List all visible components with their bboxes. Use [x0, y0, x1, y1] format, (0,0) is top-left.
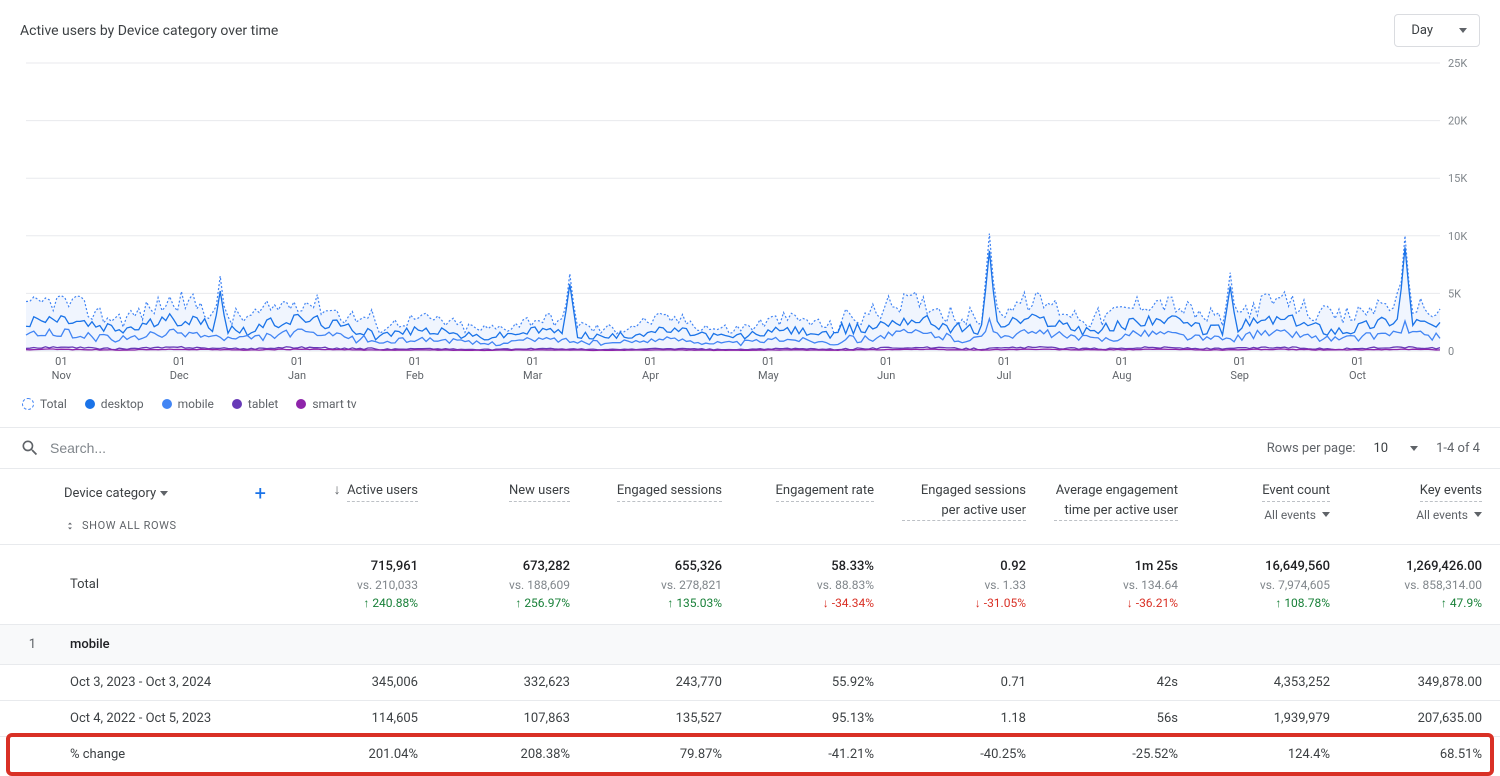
column-header[interactable]: Engaged sessions per active user	[888, 469, 1040, 545]
svg-text:01: 01	[409, 355, 421, 368]
column-header[interactable]: Engagement rate	[736, 469, 888, 545]
svg-text:01: 01	[880, 355, 892, 368]
svg-text:Nov: Nov	[52, 369, 72, 382]
svg-text:01: 01	[526, 355, 538, 368]
svg-text:10K: 10K	[1448, 230, 1467, 243]
legend-total[interactable]: Total	[22, 397, 67, 411]
line-chart: 05K10K15K20K25K01Nov01Dec01Jan01Feb01Mar…	[20, 57, 1480, 387]
column-header[interactable]: Event count All events	[1192, 469, 1344, 545]
rows-per-page-selector[interactable]: 10	[1373, 441, 1418, 456]
search-input[interactable]	[50, 440, 450, 456]
svg-text:Aug: Aug	[1112, 369, 1131, 382]
column-header[interactable]: Engaged sessions	[584, 469, 736, 545]
column-header[interactable]: ↓ Active users	[280, 469, 432, 545]
pagination-range: 1-4 of 4	[1436, 441, 1480, 456]
column-header[interactable]: New users	[432, 469, 584, 545]
chevron-down-icon	[1474, 512, 1482, 517]
svg-text:Jul: Jul	[997, 369, 1012, 382]
column-header[interactable]: Total revenue	[1496, 469, 1500, 545]
svg-text:01: 01	[55, 355, 67, 368]
svg-text:01: 01	[173, 355, 185, 368]
add-dimension-button[interactable]: +	[255, 481, 266, 505]
svg-text:Mar: Mar	[523, 369, 543, 382]
svg-text:01: 01	[291, 355, 303, 368]
svg-text:01: 01	[762, 355, 774, 368]
svg-text:Dec: Dec	[170, 369, 189, 382]
legend-mobile[interactable]: mobile	[162, 397, 214, 411]
chevron-down-icon	[1459, 28, 1467, 33]
svg-text:Jan: Jan	[288, 369, 306, 382]
chart-legend: Total desktop mobile tablet smart tv	[20, 387, 1480, 427]
svg-text:5K: 5K	[1448, 287, 1461, 300]
search-icon	[20, 438, 40, 458]
keyevent-scope-selector[interactable]: All events	[1358, 508, 1482, 522]
legend-smarttv[interactable]: smart tv	[296, 397, 356, 411]
svg-text:May: May	[758, 369, 780, 382]
svg-text:01: 01	[1233, 355, 1245, 368]
expand-icon	[64, 520, 76, 532]
svg-text:20K: 20K	[1448, 115, 1467, 128]
rows-per-page-label: Rows per page:	[1267, 441, 1356, 456]
chevron-down-icon	[1410, 446, 1418, 451]
svg-text:0: 0	[1448, 345, 1454, 358]
svg-text:Feb: Feb	[406, 369, 424, 382]
column-header[interactable]: Average engagement time per active user	[1040, 469, 1192, 545]
svg-text:Apr: Apr	[642, 369, 659, 382]
data-table: Device category + SHOW ALL ROWS ↓ Active…	[0, 469, 1500, 772]
svg-text:01: 01	[998, 355, 1010, 368]
chevron-down-icon	[160, 491, 168, 496]
svg-text:25K: 25K	[1448, 57, 1467, 70]
svg-text:01: 01	[644, 355, 656, 368]
legend-tablet[interactable]: tablet	[232, 397, 278, 411]
chevron-down-icon	[1322, 512, 1330, 517]
event-scope-selector[interactable]: All events	[1206, 508, 1330, 522]
svg-text:Sep: Sep	[1230, 369, 1249, 382]
dimension-selector[interactable]: Device category	[64, 486, 168, 501]
svg-text:15K: 15K	[1448, 172, 1467, 185]
granularity-selector[interactable]: Day	[1394, 14, 1480, 47]
svg-text:01: 01	[1351, 355, 1363, 368]
svg-text:Oct: Oct	[1349, 369, 1366, 382]
legend-desktop[interactable]: desktop	[85, 397, 144, 411]
granularity-value: Day	[1411, 23, 1433, 38]
chart-title: Active users by Device category over tim…	[20, 23, 278, 39]
svg-text:01: 01	[1116, 355, 1128, 368]
column-header[interactable]: Key events All events	[1344, 469, 1496, 545]
svg-text:Jun: Jun	[877, 369, 895, 382]
show-all-rows-button[interactable]: SHOW ALL ROWS	[64, 519, 266, 532]
